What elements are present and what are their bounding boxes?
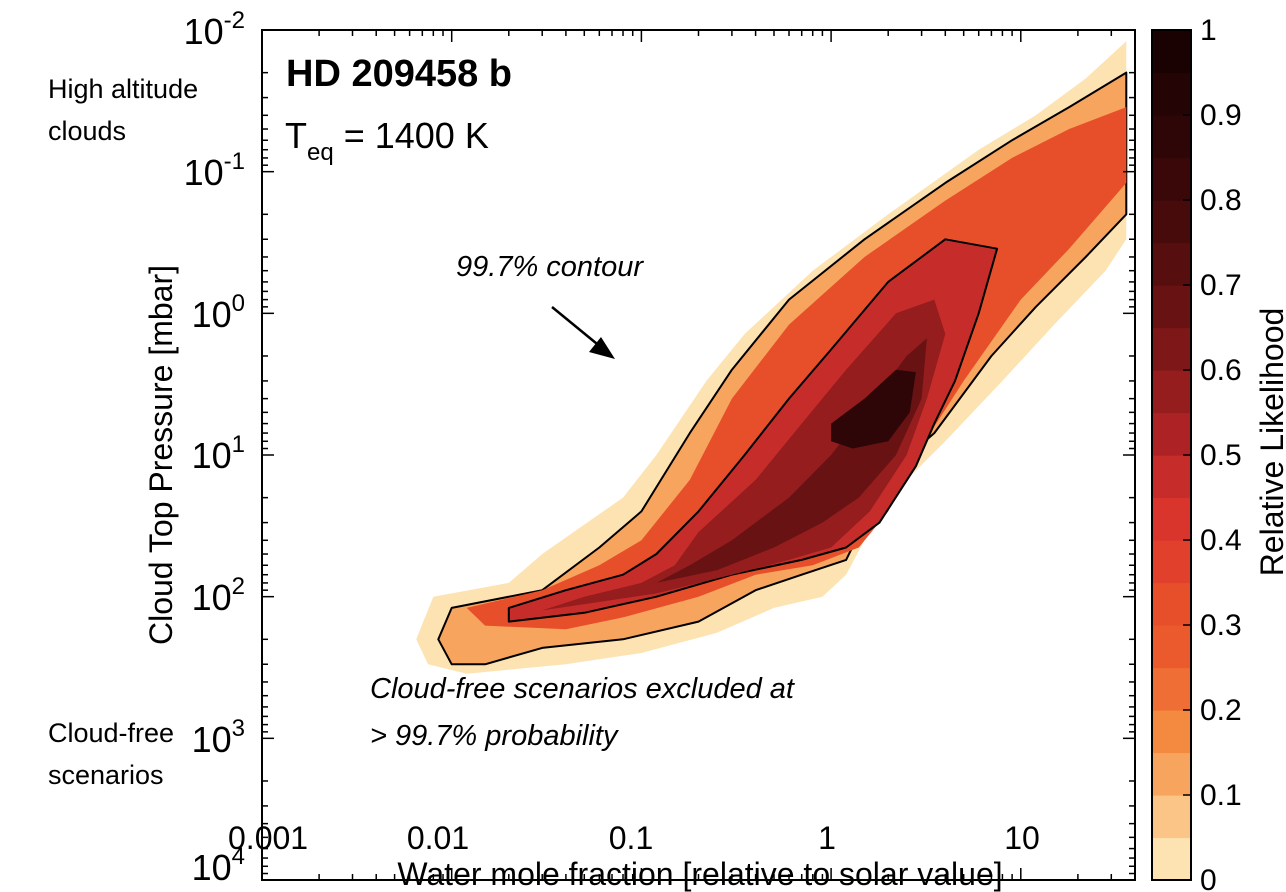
colorbar-band (1152, 72, 1191, 116)
colorbar-band (1152, 710, 1191, 754)
colorbar-band (1152, 455, 1191, 499)
colorbar-band (1152, 582, 1191, 626)
y-tick-labels: 10-2 10-1 100 101 102 103 104 (184, 7, 245, 888)
y-tick-label: 104 (192, 843, 245, 888)
colorbar-band (1152, 200, 1191, 244)
contour-level-0-65 (542, 299, 946, 611)
colorbar-band (1152, 327, 1191, 371)
colorbar-band (1152, 625, 1191, 669)
colorbar-tick-label: 0.8 (1200, 184, 1242, 217)
colorbar (1152, 29, 1191, 881)
chart-title: HD 209458 b (286, 53, 512, 95)
colorbar-tick-label: 0.3 (1200, 609, 1242, 642)
colorbar-band (1152, 285, 1191, 329)
y-tick-label: 10-1 (184, 148, 245, 193)
x-tick-label: 10 (1004, 820, 1040, 856)
y-tick-label: 103 (192, 715, 245, 760)
y-tick-label: 100 (192, 290, 245, 335)
colorbar-band (1152, 795, 1191, 839)
colorbar-tick-label: 0.7 (1200, 269, 1242, 302)
y-tick-label: 102 (192, 573, 245, 618)
high-altitude-label: clouds (48, 116, 126, 146)
colorbar-tick-label: 0 (1200, 864, 1217, 892)
exclusion-annotation-line2: > 99.7% probability (370, 720, 619, 752)
exclusion-annotation-line1: Cloud-free scenarios excluded at (370, 673, 796, 705)
cloud-free-label: Cloud-free (48, 718, 174, 748)
axis-ticks (261, 29, 1136, 881)
colorbar-tick-label: 1 (1200, 14, 1217, 47)
colorbar-band (1152, 497, 1191, 541)
side-labels: High altitude clouds Cloud-free scenario… (48, 74, 198, 790)
colorbar-band (1152, 540, 1191, 584)
equilibrium-temperature: Teq = 1400 K (285, 115, 489, 166)
y-tick-label: 101 (192, 431, 245, 476)
contour-level-0-8 (612, 338, 927, 591)
colorbar-band (1152, 157, 1191, 201)
x-tick-label: 1 (818, 820, 836, 856)
colorbar-tick-label: 0.5 (1200, 439, 1242, 472)
colorbar-tick-label: 0.2 (1200, 694, 1242, 727)
colorbar-tick-label: 0.1 (1200, 779, 1242, 812)
contour-level-0-5 (507, 238, 999, 623)
cloud-free-label: scenarios (48, 760, 164, 790)
y-tick-label: 10-2 (184, 7, 245, 52)
x-axis-label: Water mole fraction [relative to solar v… (397, 856, 1002, 892)
colorbar-band (1152, 412, 1191, 456)
x-tick-labels: 0.001 0.01 0.1 1 10 (228, 820, 1040, 856)
annotation-arrow (551, 306, 603, 349)
colorbar-tick-label: 0.9 (1200, 99, 1242, 132)
colorbar-band (1152, 667, 1191, 711)
contour-level-0-95 (831, 369, 916, 449)
colorbar-frame (1151, 29, 1192, 881)
colorbar-band (1152, 242, 1191, 286)
annotation-arrowhead (589, 337, 615, 359)
contour-annotation: 99.7% contour (456, 251, 644, 283)
x-tick-label: 0.1 (609, 820, 653, 856)
high-altitude-label: High altitude (48, 74, 198, 104)
colorbar-label: Relative Likelihood (1254, 308, 1286, 577)
colorbar-band (1152, 837, 1191, 881)
x-tick-label: 0.001 (228, 820, 308, 856)
y-axis-label: Cloud Top Pressure [mbar] (143, 265, 179, 645)
colorbar-tick-labels: 0 0.1 0.2 0.3 0.4 0.5 0.6 0.7 0.8 0.9 1 (1200, 14, 1242, 892)
colorbar-band (1152, 115, 1191, 159)
colorbar-band (1152, 30, 1191, 74)
colorbar-tick-label: 0.4 (1200, 524, 1242, 557)
colorbar-band (1152, 752, 1191, 796)
x-tick-label: 0.01 (407, 820, 469, 856)
colorbar-band (1152, 370, 1191, 414)
colorbar-tick-label: 0.6 (1200, 354, 1242, 387)
contour-level-0-2 (466, 107, 1127, 630)
contour-fills (416, 41, 1128, 674)
